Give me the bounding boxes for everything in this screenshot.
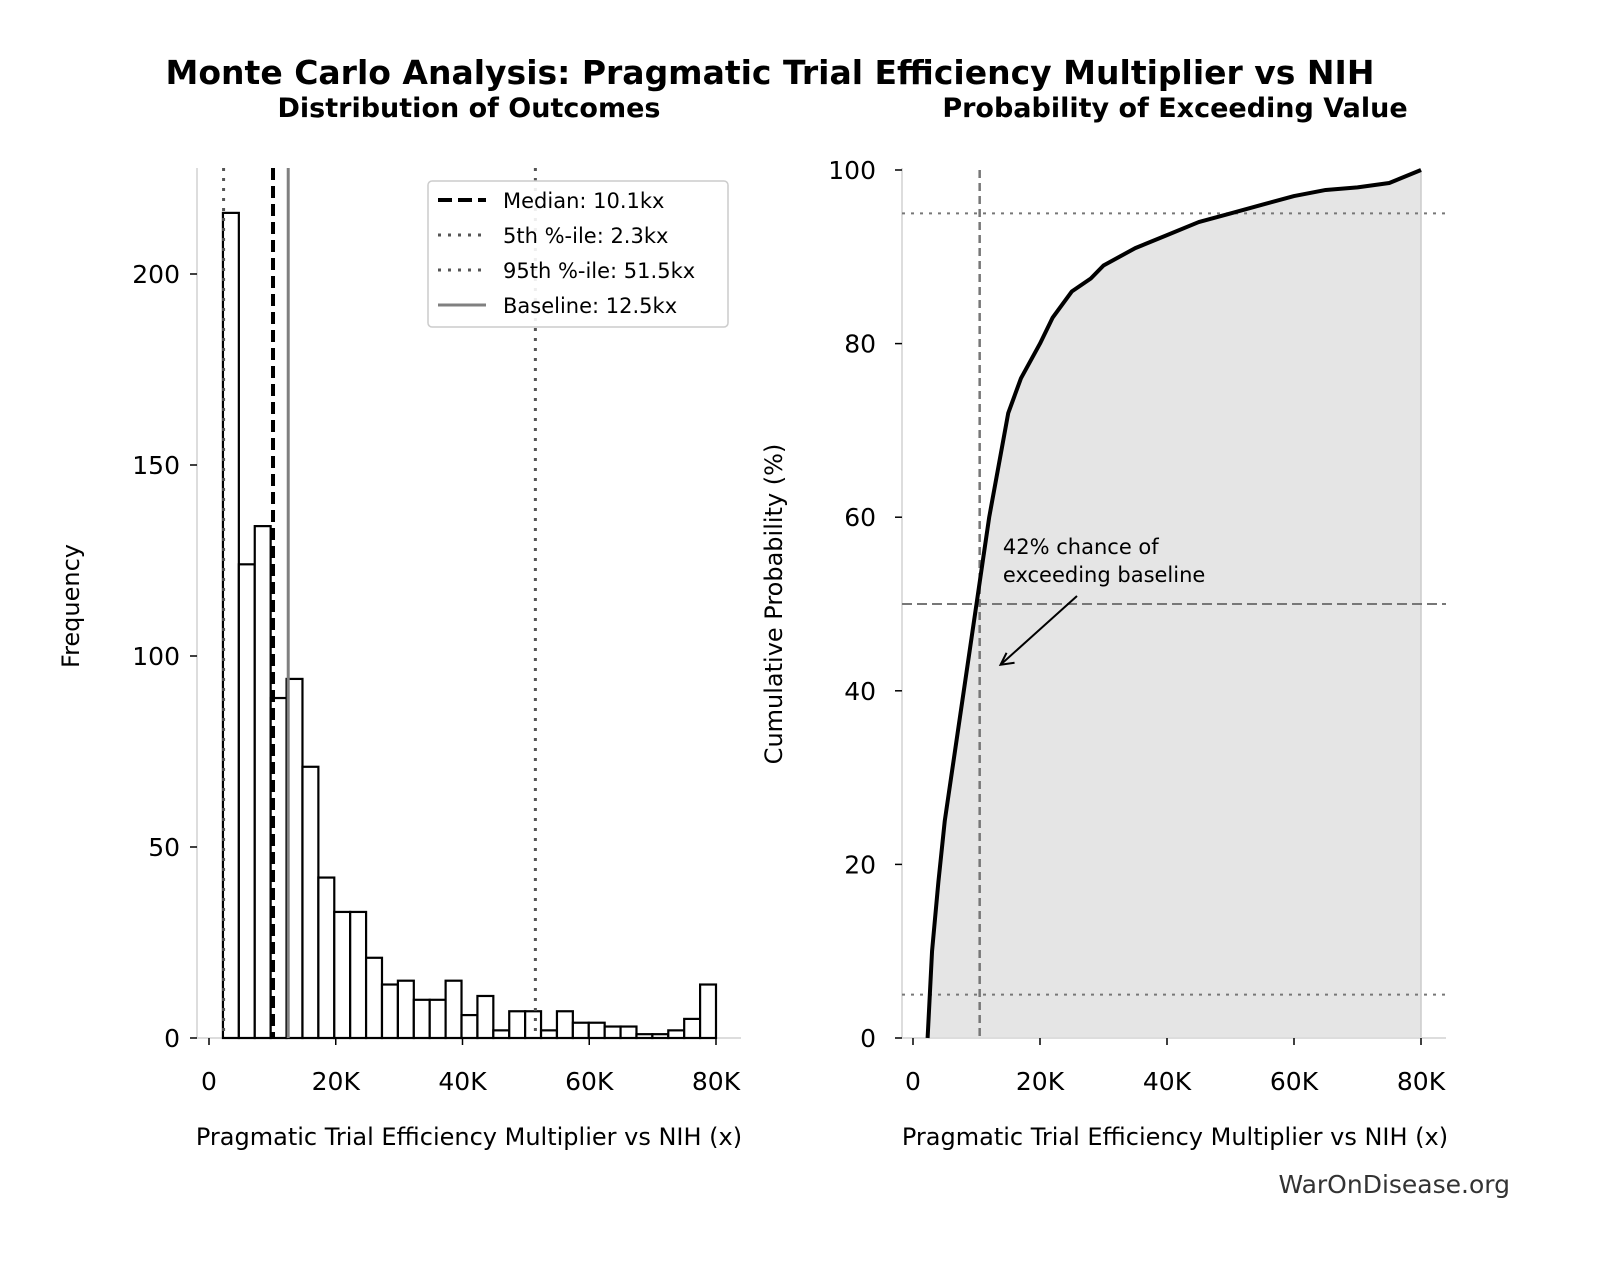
x-tick-label: 0 xyxy=(905,1067,921,1096)
y-tick-label: 100 xyxy=(132,642,180,671)
y-tick-label: 0 xyxy=(860,1024,876,1053)
histogram-bar xyxy=(524,1010,543,1040)
histogram-bar xyxy=(492,1029,511,1040)
right-chart-title: Probability of Exceeding Value xyxy=(942,93,1407,124)
histogram-bar xyxy=(651,1033,670,1040)
histogram-bar xyxy=(476,994,495,1040)
histogram-bar xyxy=(412,998,431,1040)
histogram-bar xyxy=(380,983,399,1040)
x-tick-label: 40K xyxy=(438,1067,487,1096)
legend-label: Median: 10.1kx xyxy=(503,189,664,213)
legend-label: Baseline: 12.5kx xyxy=(503,294,677,318)
legend: Median: 10.1kx 5th %-ile: 2.3kx 95th %-ile… xyxy=(427,180,729,328)
cdf-panel: 0 20K 40K 60K 80K 0 20 40 60 80 100 42% chance of ex… xyxy=(828,156,1446,1096)
arrow-head-icon xyxy=(998,652,1015,667)
histogram-bar xyxy=(539,1029,559,1040)
histogram-bar xyxy=(635,1033,654,1040)
right-xlabel: Pragmatic Trial Efficiency Multiplier vs… xyxy=(902,1123,1448,1151)
histogram-bar xyxy=(237,563,256,1040)
y-tick-label: 150 xyxy=(132,451,180,480)
histogram-bar xyxy=(603,1025,622,1040)
x-tick-label: 20K xyxy=(312,1067,361,1096)
y-tick-label: 60 xyxy=(844,503,876,532)
y-tick-label: 100 xyxy=(828,156,876,185)
x-tick-label: 60K xyxy=(1270,1067,1319,1096)
annotation-text: exceeding baseline xyxy=(1003,563,1205,587)
x-tick-label: 20K xyxy=(1016,1067,1065,1096)
histogram-bar xyxy=(333,910,352,1040)
right-ylabel: Cumulative Probability (%) xyxy=(760,444,788,765)
histogram-panel: 0 20K 40K 60K 80K 0 50 100 150 200 Median: 10.1kx 5… xyxy=(132,168,741,1096)
x-tick-label: 60K xyxy=(565,1067,614,1096)
y-tick-label: 50 xyxy=(148,833,180,862)
y-tick-label: 20 xyxy=(844,850,876,879)
histogram-bar xyxy=(571,1021,590,1040)
y-tick-label: 200 xyxy=(132,260,180,289)
left-chart-title: Distribution of Outcomes xyxy=(278,93,661,124)
annotation-text: 42% chance of xyxy=(1003,535,1159,559)
histogram-bar xyxy=(460,1013,479,1040)
x-tick-label: 0 xyxy=(201,1067,217,1096)
histogram-bar xyxy=(698,983,718,1040)
histogram-bar xyxy=(683,1017,702,1040)
histogram-bar xyxy=(396,979,415,1040)
figure-title: Monte Carlo Analysis: Pragmatic Trial Ef… xyxy=(166,53,1375,92)
x-tick-label: 80K xyxy=(1397,1067,1446,1096)
histogram-bar xyxy=(444,979,463,1040)
y-tick-label: 80 xyxy=(844,330,876,359)
x-tick-label: 80K xyxy=(692,1067,741,1096)
histogram-bar xyxy=(667,1029,686,1040)
x-tick-label: 40K xyxy=(1143,1067,1192,1096)
cdf-curve xyxy=(925,168,1422,1039)
legend-label: 95th %-ile: 51.5kx xyxy=(503,259,695,283)
left-ylabel: Frequency xyxy=(57,544,85,668)
histogram-bar xyxy=(587,1021,606,1040)
legend-box xyxy=(427,180,729,328)
histogram-bar xyxy=(301,765,320,1040)
histogram-bar xyxy=(508,1010,527,1040)
watermark: WarOnDisease.org xyxy=(1278,1170,1510,1199)
annotation-arrow xyxy=(999,595,1078,666)
histogram-bar xyxy=(364,956,384,1040)
y-tick-label: 40 xyxy=(844,677,876,706)
histogram-bar xyxy=(221,211,240,1040)
left-xlabel: Pragmatic Trial Efficiency Multiplier vs… xyxy=(196,1123,742,1151)
histogram-bar xyxy=(317,876,336,1040)
histogram-bar xyxy=(253,525,272,1040)
histogram-bar xyxy=(555,1010,574,1040)
histogram-bar xyxy=(349,910,368,1040)
histogram-bar xyxy=(428,998,447,1040)
legend-label: 5th %-ile: 2.3kx xyxy=(503,224,668,248)
histogram-bar xyxy=(619,1025,638,1040)
y-tick-label: 0 xyxy=(164,1024,180,1053)
